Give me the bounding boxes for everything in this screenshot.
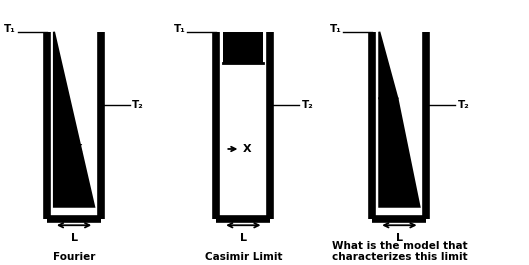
Text: T₂: T₂ — [132, 100, 144, 110]
Text: T₁: T₁ — [330, 24, 341, 34]
Text: X: X — [399, 144, 408, 154]
Polygon shape — [54, 32, 94, 207]
Text: What is the model that
characterizes this limit: What is the model that characterizes thi… — [332, 241, 467, 262]
Text: Casimir Limit: Casimir Limit — [205, 252, 282, 262]
Polygon shape — [223, 32, 263, 63]
Text: X: X — [243, 144, 252, 154]
Text: T₂: T₂ — [302, 100, 313, 110]
Polygon shape — [379, 98, 419, 207]
Text: X: X — [74, 144, 83, 154]
Polygon shape — [379, 32, 397, 98]
Text: L: L — [396, 233, 403, 243]
Text: L: L — [240, 233, 247, 243]
Text: T₂: T₂ — [458, 100, 469, 110]
Text: T₁: T₁ — [174, 24, 185, 34]
Text: Fourier: Fourier — [53, 252, 95, 262]
Text: T₁: T₁ — [4, 24, 16, 34]
Text: L: L — [70, 233, 78, 243]
